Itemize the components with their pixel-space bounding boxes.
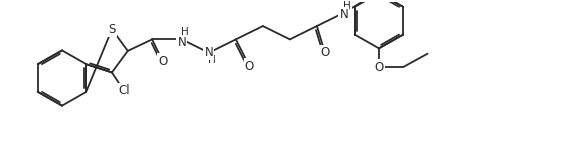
Text: N: N bbox=[205, 46, 213, 59]
Text: H: H bbox=[343, 1, 351, 11]
Text: O: O bbox=[374, 61, 383, 73]
Text: O: O bbox=[245, 60, 254, 73]
Text: S: S bbox=[108, 23, 115, 36]
Text: O: O bbox=[158, 55, 167, 67]
Text: N: N bbox=[339, 8, 348, 21]
Text: O: O bbox=[320, 46, 329, 59]
Text: Cl: Cl bbox=[118, 84, 130, 97]
Text: H: H bbox=[208, 55, 216, 65]
Text: N: N bbox=[177, 36, 186, 49]
Text: H: H bbox=[181, 27, 188, 37]
